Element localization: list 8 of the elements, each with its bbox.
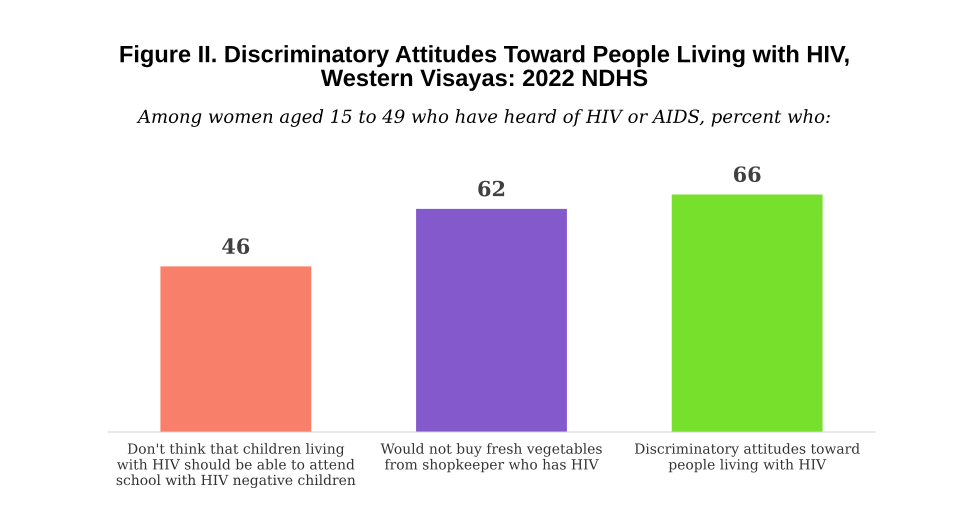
data-label: 62 xyxy=(478,180,504,196)
data-label: 66 xyxy=(734,166,761,182)
chart-subtitle: Among women aged 15 to 49 who have heard of HIV or AIDS, percent who: xyxy=(136,109,830,127)
chart-title: Figure II. Discriminatory Attitudes Toward People Living with HIV, Western Visayas: 2022 NDHS xyxy=(120,45,849,91)
x-tick-label: Don't think that children living with HIV should be able to attend school with HIV negative children xyxy=(116,443,356,488)
x-tick-label: Discriminatory attitudes toward people living with HIV xyxy=(634,443,860,472)
x-tick-label: Would not buy fresh vegetables from shopkeeper who has HIV xyxy=(380,443,602,472)
data-label: 46 xyxy=(222,238,250,254)
